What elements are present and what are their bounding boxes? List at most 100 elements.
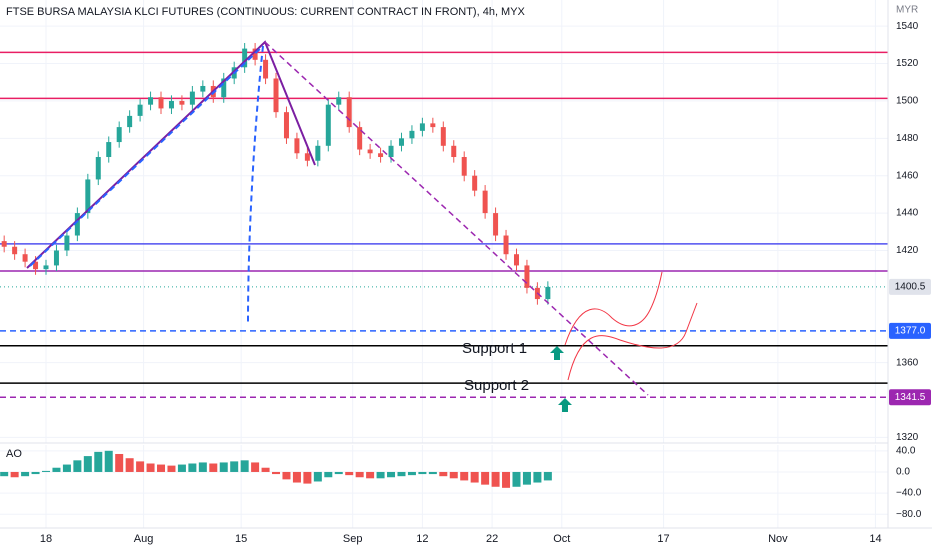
ao-bar — [104, 450, 113, 472]
candle-body — [378, 153, 384, 158]
x-tick-label: Aug — [134, 533, 154, 545]
ao-bar — [460, 471, 469, 481]
candle-body — [95, 157, 101, 180]
candle-body — [263, 59, 269, 79]
ao-bar — [512, 471, 521, 487]
ao-bar — [136, 461, 145, 472]
candle-body — [357, 127, 363, 150]
ao-bar — [439, 471, 448, 477]
ao-bar — [209, 463, 218, 472]
ao-bar — [407, 471, 416, 476]
candle-body — [336, 97, 342, 105]
ao-bar — [292, 471, 301, 483]
ao-bar — [62, 464, 71, 472]
x-tick-label: 15 — [235, 533, 247, 545]
ao-bar — [52, 467, 61, 472]
candle-body — [22, 254, 28, 262]
candle-body — [273, 78, 279, 113]
ao-bar — [470, 471, 479, 483]
ao-bar — [188, 463, 197, 472]
up-arrow — [550, 346, 564, 360]
candle-body — [482, 190, 488, 214]
y-tick-label: 1440 — [896, 208, 919, 219]
candle-body — [252, 48, 258, 60]
y-tick-label: 1320 — [896, 432, 919, 443]
candle-body — [116, 127, 122, 143]
ao-bar — [115, 453, 124, 472]
price-tag — [889, 322, 931, 339]
candle-body — [221, 78, 227, 98]
candle-body — [346, 97, 352, 128]
indicator-title: AO — [6, 448, 22, 460]
ao-bar — [10, 471, 19, 478]
price-tag-label: 1377.0 — [895, 325, 926, 336]
x-tick-label: 22 — [486, 533, 498, 545]
ao-bar — [324, 471, 333, 478]
ao-bar — [177, 464, 186, 472]
y-tick-label: 1540 — [896, 21, 919, 32]
candle-body — [43, 265, 49, 270]
candle-body — [493, 213, 499, 236]
x-tick-label: 14 — [869, 533, 881, 545]
candle-body — [325, 104, 331, 146]
y-tick-label: 1460 — [896, 170, 919, 181]
grid — [0, 0, 888, 528]
ao-bar — [31, 471, 40, 475]
x-tick-label: Nov — [768, 533, 788, 545]
x-tick-label: Sep — [343, 533, 363, 545]
candle-body — [64, 235, 70, 251]
ao-bar — [376, 471, 385, 479]
candle-body — [451, 145, 457, 158]
y-tick-label: 0.0 — [896, 467, 910, 478]
trend-line — [29, 45, 264, 267]
candle-body — [242, 48, 248, 68]
candle-body — [53, 250, 59, 266]
up-arrow — [558, 398, 572, 412]
ao-bar — [282, 471, 291, 480]
ao-bar — [219, 462, 228, 472]
x-tick-label: Oct — [553, 533, 570, 545]
candle-body — [315, 145, 321, 161]
candle-body — [472, 175, 478, 191]
x-tick-label: 12 — [416, 533, 428, 545]
candle-body — [283, 112, 289, 139]
ao-bar — [83, 456, 92, 472]
ao-bar — [533, 471, 542, 483]
ao-bar — [397, 471, 406, 477]
projection-line — [247, 45, 264, 323]
chart-title: FTSE BURSA MALAYSIA KLCI FUTURES (CONTIN… — [6, 6, 526, 18]
ao-bar — [73, 460, 82, 472]
candle-body — [513, 254, 519, 266]
ao-bar — [157, 464, 166, 472]
ao-bar — [449, 471, 458, 479]
y-tick-label: 40.0 — [896, 445, 916, 456]
ao-bar — [240, 460, 249, 472]
ao-bar — [0, 471, 9, 477]
y-tick-label: 1520 — [896, 58, 919, 69]
candle-body — [419, 123, 425, 131]
y-tick-label: −80.0 — [896, 509, 922, 520]
currency: MYR — [896, 5, 918, 16]
drawings — [26, 40, 698, 412]
price-tag — [889, 278, 931, 295]
candle-body — [409, 130, 415, 139]
candle-body — [85, 179, 91, 214]
candle-body — [168, 100, 174, 109]
ao-bar — [167, 465, 176, 472]
ao-bar — [387, 471, 396, 478]
ao-bar — [313, 471, 322, 482]
candle-body — [524, 265, 530, 288]
candle-body — [461, 157, 467, 176]
ao-bar — [42, 470, 51, 472]
candle-body — [503, 235, 509, 255]
candle-body — [189, 91, 195, 105]
forecast-curve — [564, 271, 663, 346]
ao-bar — [491, 471, 500, 487]
ao-bar — [345, 471, 354, 476]
x-tick-label: 17 — [657, 533, 669, 545]
candle-body — [367, 149, 373, 154]
candle-body — [545, 286, 551, 300]
ao-bar — [146, 463, 155, 472]
